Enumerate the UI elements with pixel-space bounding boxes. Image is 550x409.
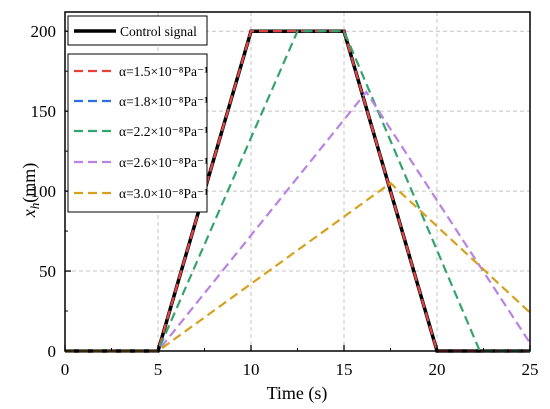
x-tick-label: 10: [243, 360, 260, 379]
legend-box-alpha: [67, 53, 208, 213]
legend-label-0: Control signal: [120, 24, 197, 39]
legend-label-5: α=3.0×10⁻⁸Pa⁻¹: [119, 186, 208, 201]
y-tick-label: 200: [31, 22, 57, 41]
y-axis-title-subscript: h: [27, 203, 42, 210]
x-tick-label: 20: [429, 360, 446, 379]
legend-label-4: α=2.6×10⁻⁸Pa⁻¹: [119, 155, 208, 170]
y-tick-label: 150: [31, 102, 57, 121]
legend-label-2: α=1.8×10⁻⁸Pa⁻¹: [119, 94, 208, 109]
x-tick-label: 25: [522, 360, 539, 379]
x-tick-label: 0: [61, 360, 70, 379]
y-axis-title-unit: (mm): [19, 163, 40, 203]
x-tick-labels: 0 5 10 15 20 25: [61, 360, 539, 379]
y-tick-label: 100: [31, 182, 57, 201]
legend-label-1: α=1.5×10⁻⁸Pa⁻¹: [119, 64, 208, 79]
legend: Control signal α=1.5×10⁻⁸Pa⁻¹ α=1.8×10⁻⁸Pa…: [67, 15, 208, 213]
legend-label-3: α=2.2×10⁻⁸Pa⁻¹: [119, 124, 208, 139]
x-tick-label: 15: [336, 360, 353, 379]
y-tick-label: 50: [39, 262, 56, 281]
y-axis-title-variable: x: [19, 209, 39, 218]
y-axis-title: xh(mm): [19, 163, 42, 219]
y-tick-labels: 0 50 100 150 200: [31, 22, 57, 361]
y-tick-label: 0: [48, 342, 57, 361]
x-axis-title: Time (s): [267, 383, 328, 404]
x-tick-label: 5: [154, 360, 163, 379]
